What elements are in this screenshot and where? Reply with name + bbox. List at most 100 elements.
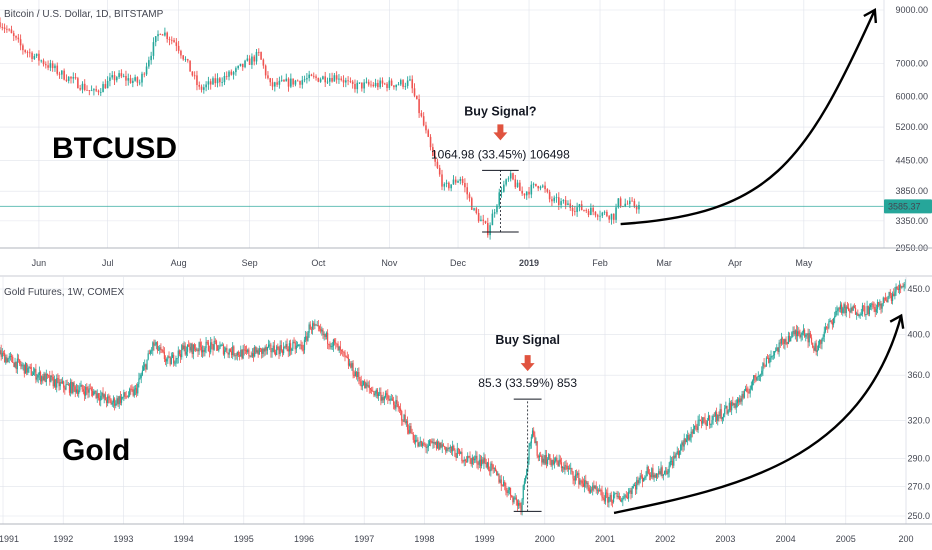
gold-candle [186, 344, 189, 352]
gold-candle [41, 376, 43, 382]
btc-candle [132, 80, 134, 83]
btc-candle [601, 212, 604, 216]
btc-candle [539, 186, 542, 189]
gold-candle [713, 415, 715, 417]
gold-candle [313, 323, 315, 326]
gold-candle [329, 344, 331, 347]
btc-candle [395, 84, 397, 88]
gold-candle [234, 355, 236, 357]
btc-candle [500, 191, 503, 193]
btc-candle [322, 76, 324, 80]
gold-candle [185, 351, 187, 355]
gold-candle [714, 412, 717, 417]
gold-candle [756, 376, 758, 381]
gold-candle [572, 471, 574, 479]
btc-time-tick: Nov [381, 258, 398, 268]
gold-candle [61, 381, 64, 383]
gold-candle [322, 329, 324, 336]
btc-price-axis: 9000.00 7000.00 6000.00 5200.00 4450.00 3850.… [895, 5, 928, 253]
gold-candle [801, 332, 803, 335]
gold-candle [123, 392, 125, 397]
gold-candle [779, 342, 781, 344]
gold-candle [647, 466, 649, 474]
gold-candle [484, 457, 486, 463]
gold-candle [492, 464, 494, 469]
gold-candle [296, 345, 299, 346]
gold-candle [753, 375, 755, 381]
gold-candle [712, 415, 714, 421]
gold-candle [88, 388, 90, 393]
btc-candle [134, 77, 136, 81]
gold-candle [763, 363, 765, 366]
gold-candle [747, 391, 749, 393]
gold-candle [19, 359, 21, 364]
gold-candle [743, 390, 745, 398]
btc-candle [631, 200, 633, 202]
gold-candle [755, 377, 757, 381]
gold-candle [264, 347, 266, 352]
gold-candle [184, 345, 186, 355]
btc-candle [370, 84, 372, 86]
btc-candle [393, 85, 395, 88]
btc-candle [420, 113, 423, 117]
gold-candle [696, 426, 698, 430]
gold-candle [604, 492, 607, 502]
gold-candle [857, 313, 859, 316]
gold-candle [894, 291, 896, 297]
gold-projection-arrow-head [889, 313, 905, 329]
btc-candle [555, 197, 558, 199]
gold-candle [522, 485, 524, 500]
gold-candle [846, 306, 849, 308]
gold-candle [821, 339, 823, 344]
gold-candle [345, 355, 347, 357]
gold-candle [388, 398, 390, 401]
btc-candle [590, 207, 592, 215]
btc-candle [223, 75, 226, 83]
btc-candle [585, 210, 588, 211]
gold-candle [208, 351, 211, 353]
btc-projection-arrow [620, 9, 876, 226]
gold-candle [759, 374, 762, 376]
btc-candle [457, 181, 459, 183]
gold-candle [305, 336, 307, 340]
gold-candle [785, 339, 787, 343]
btc-candle [17, 37, 20, 40]
btc-candle [331, 77, 333, 82]
gold-candle [673, 455, 675, 466]
gold-candle [410, 426, 412, 433]
btc-candle [521, 190, 523, 194]
btc-time-tick: Feb [592, 258, 608, 268]
gold-candle [476, 455, 478, 464]
gold-candle [538, 455, 541, 458]
gold-candle [681, 442, 683, 445]
gold-price-tick: 270.0 [907, 481, 930, 491]
gold-candle [437, 441, 439, 449]
gold-candle [634, 485, 637, 490]
gold-candle [709, 415, 711, 425]
gold-candle [594, 485, 596, 489]
gold-candle [813, 347, 815, 351]
gold-candle [486, 462, 488, 468]
btc-candle [578, 204, 581, 208]
gold-candle [902, 286, 904, 288]
btc-candle [198, 85, 201, 87]
gold-candle [659, 471, 661, 475]
gold-candle [6, 357, 8, 363]
gold-candle [558, 459, 560, 466]
gold-candle [438, 441, 440, 450]
gold-candle [151, 350, 153, 352]
gold-candle [552, 459, 554, 465]
gold-candle [509, 487, 512, 496]
gold-candle [792, 331, 794, 333]
gold-candle [581, 480, 583, 484]
gold-candle [362, 380, 365, 386]
btc-candle [228, 71, 230, 77]
gold-candle [338, 346, 340, 351]
gold-candle [819, 339, 821, 345]
gold-candle [300, 344, 302, 346]
btc-candle [340, 78, 343, 80]
gold-candle [765, 357, 767, 366]
gold-candle [353, 374, 355, 377]
gold-candle [90, 388, 93, 391]
